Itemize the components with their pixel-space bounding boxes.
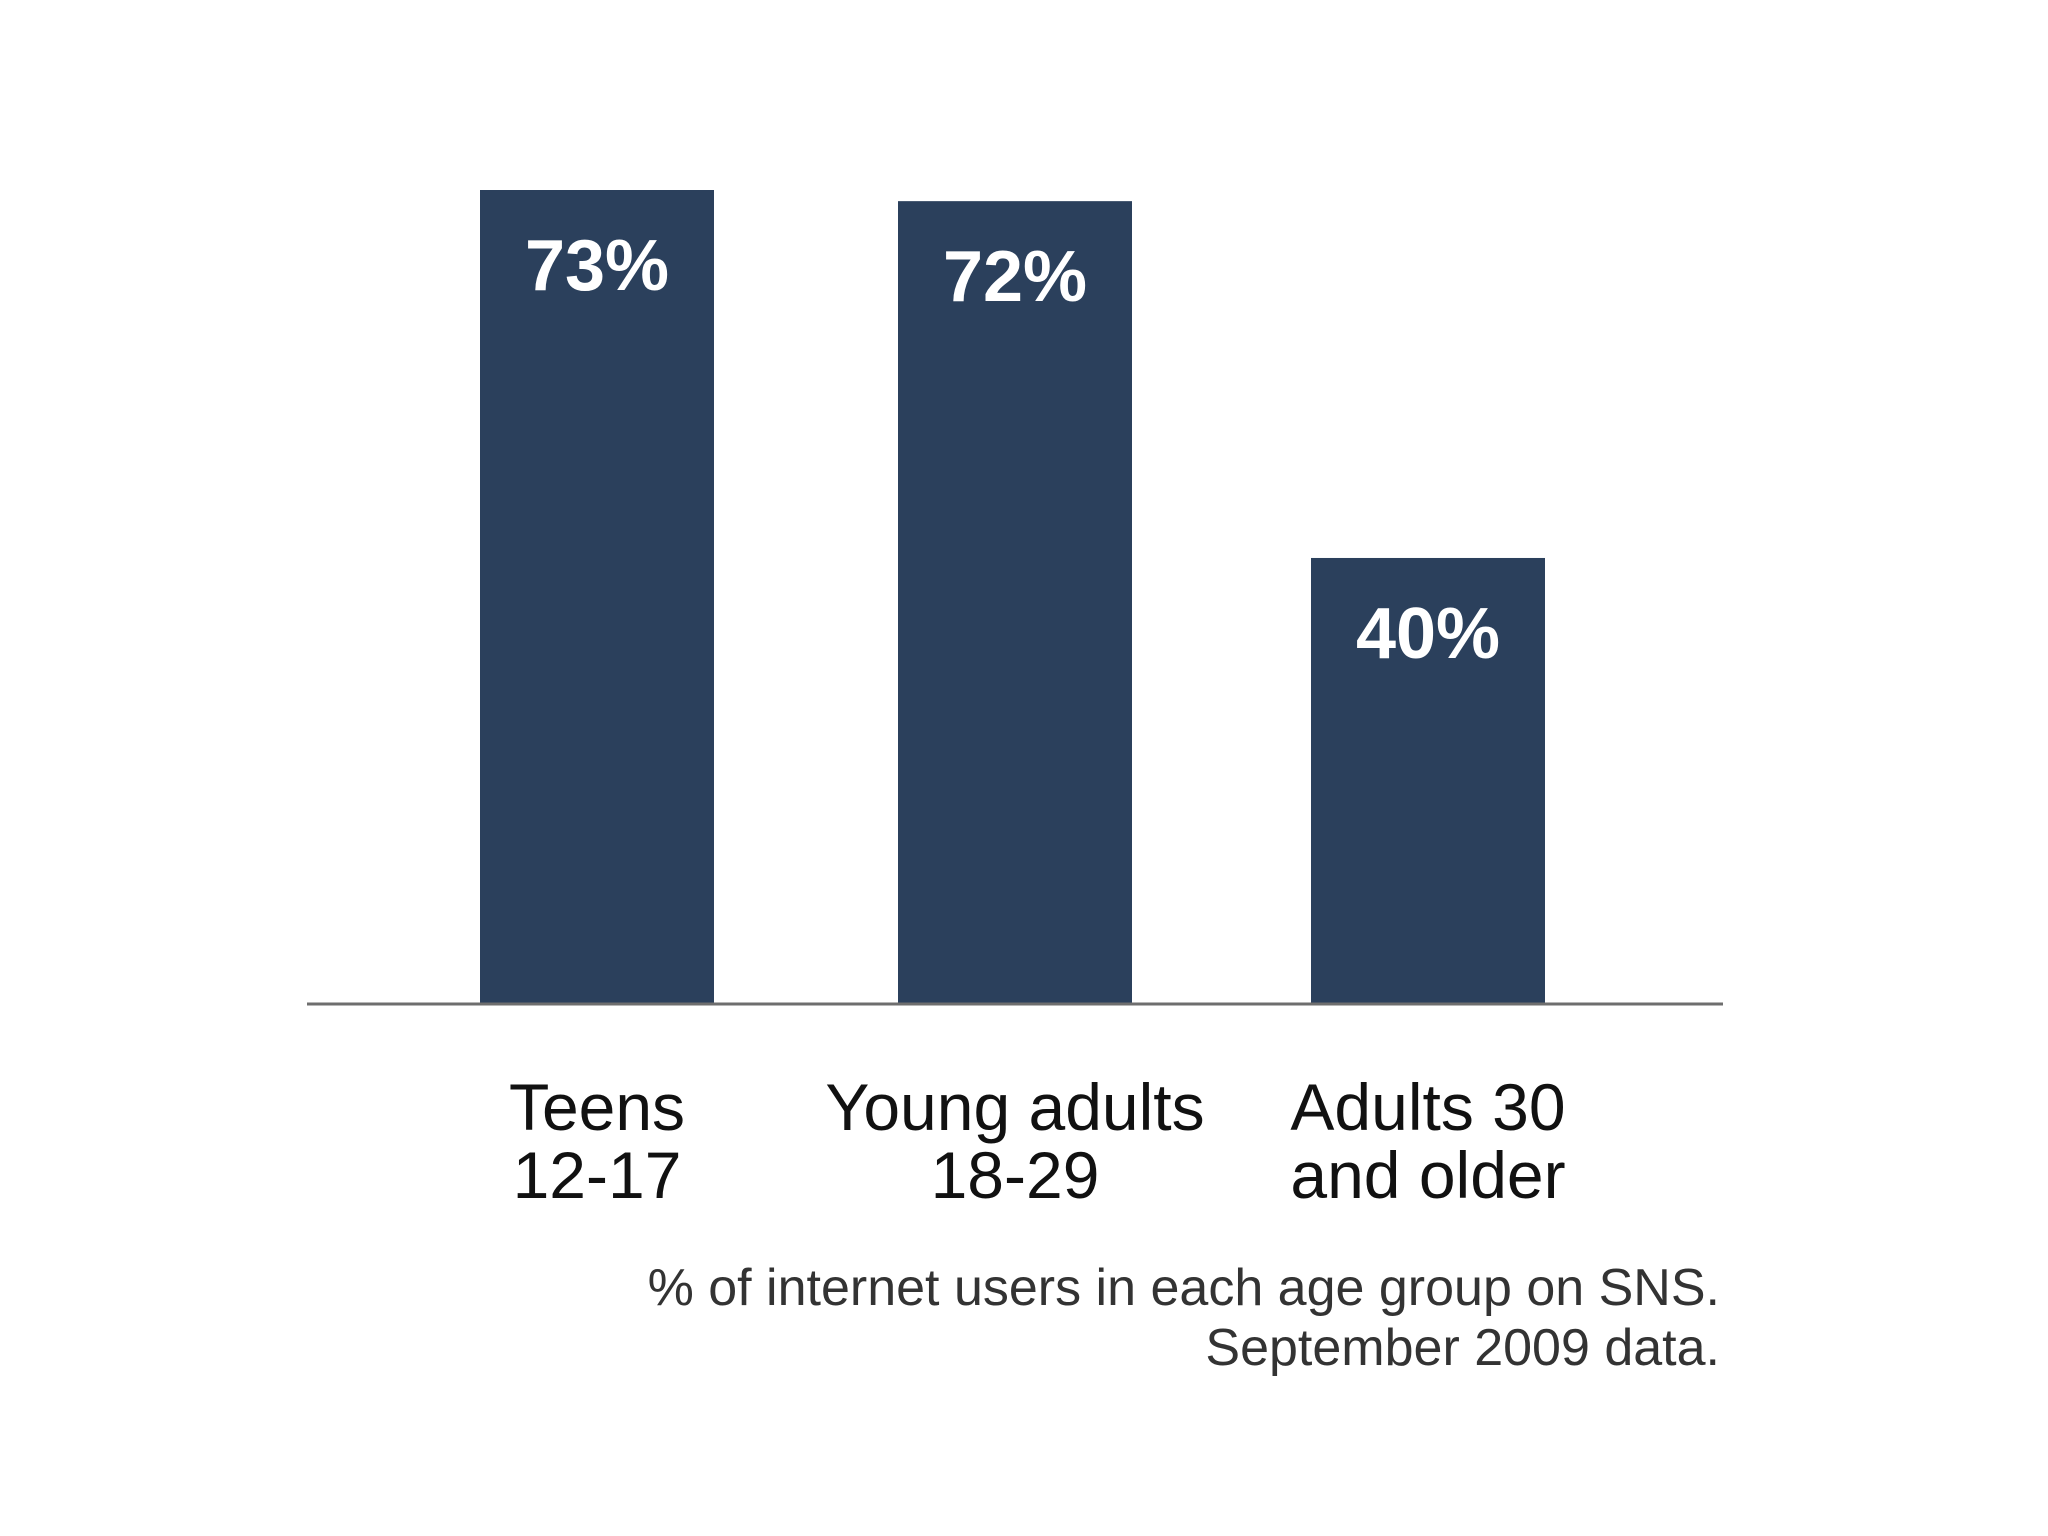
category-label-1-line-2: 12-17 — [513, 1138, 682, 1212]
bar-value-label-1: 73% — [525, 226, 669, 306]
category-label-3-line-2: and older — [1290, 1138, 1565, 1212]
bars-layer: 73% 72% 40% — [480, 190, 1545, 1004]
caption: % of internet users in each age group on… — [648, 1259, 1720, 1377]
bar-value-label-3: 40% — [1356, 594, 1500, 674]
bar-3 — [1311, 557, 1545, 1004]
bar-2 — [898, 201, 1132, 1004]
category-label-2-line-1: Young adults — [825, 1070, 1204, 1144]
category-label-3-line-1: Adults 30 — [1290, 1070, 1565, 1144]
category-label-2-line-2: 18-29 — [931, 1138, 1100, 1212]
bar-value-label-2: 72% — [943, 237, 1087, 317]
caption-line-2: September 2009 data. — [1205, 1319, 1720, 1377]
category-label-1-line-1: Teens — [509, 1070, 685, 1144]
bar-1 — [480, 190, 714, 1004]
caption-line-1: % of internet users in each age group on… — [648, 1259, 1720, 1317]
